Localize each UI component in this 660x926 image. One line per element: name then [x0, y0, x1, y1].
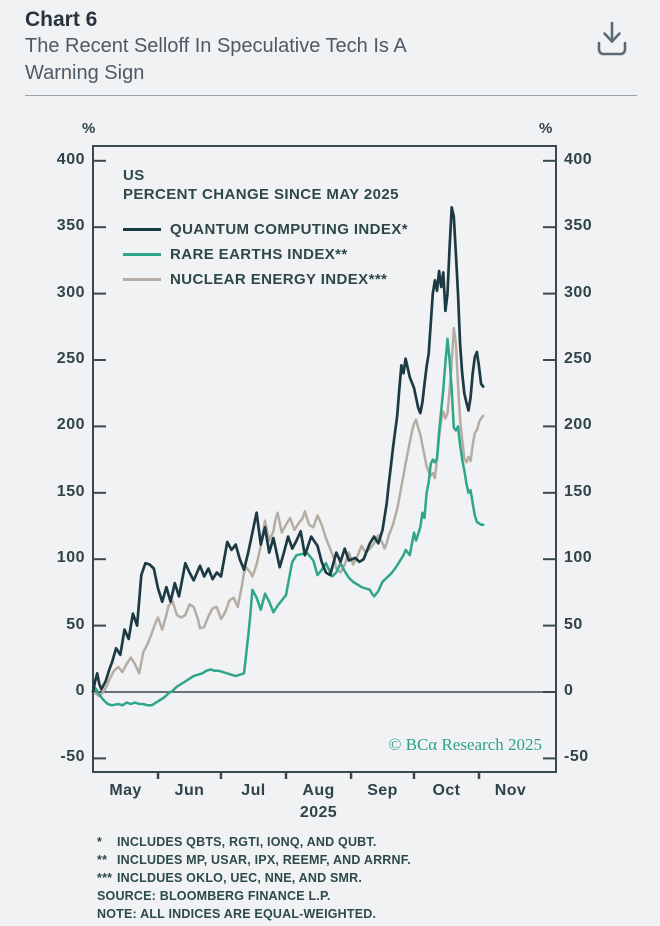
y-axis-label: 250: [564, 350, 593, 367]
y-axis-label: 100: [56, 549, 85, 567]
footnote-line: * INCLUDES QBTS, RGTI, IONQ, AND QUBT.: [97, 833, 411, 851]
footnote-line: *** INCLDUES OKLO, UEC, NNE, AND SMR.: [97, 869, 411, 887]
x-axis-label: Sep: [367, 782, 398, 799]
x-axis-year-label: 2025: [299, 804, 338, 821]
y-axis-label: 250: [56, 350, 85, 367]
x-axis-label: Jul: [241, 782, 266, 799]
chart-legend: US PERCENT CHANGE SINCE MAY 2025 QUANTUM…: [123, 166, 408, 292]
footnote-marker: **: [97, 853, 108, 867]
y-axis-label: 200: [564, 416, 593, 434]
series-line-rare-earths-index: [91, 337, 485, 707]
y-axis-label: 400: [56, 150, 85, 168]
x-axis-label: Oct: [432, 782, 461, 799]
y-axis-label: 200: [56, 416, 85, 434]
y-axis-label: 0: [75, 682, 85, 699]
legend-subtitle: PERCENT CHANGE SINCE MAY 2025: [123, 186, 399, 203]
y-axis-label: -50: [564, 748, 589, 766]
copyright-notice: © BCα Research 2025: [388, 735, 542, 754]
y-axis-label: 100: [564, 549, 593, 567]
footnote-text: INCLUDES MP, USAR, IPX, REEMF, AND ARRNF…: [117, 853, 411, 867]
y-axis-label: 350: [564, 217, 593, 235]
series-line-quantum-computing-index: [91, 205, 485, 694]
footnote-line: ** INCLUDES MP, USAR, IPX, REEMF, AND ARR…: [97, 851, 411, 869]
download-button[interactable]: [588, 14, 636, 62]
legend-item-label: QUANTUM COMPUTING INDEX*: [170, 221, 408, 238]
legend-region-label: US: [123, 167, 145, 184]
chart-footnotes: * INCLUDES QBTS, RGTI, IONQ, AND QUBT. ** I…: [97, 833, 411, 923]
footnote-marker: ***: [97, 871, 113, 885]
legend-item-label: RARE EARTHS INDEX**: [170, 246, 348, 263]
x-axis-label: Jun: [174, 782, 205, 799]
chart-number: Chart 6: [25, 8, 98, 31]
footnote-line: NOTE: ALL INDICES ARE EQUAL-WEIGHTED.: [97, 905, 411, 923]
y-axis-label: 300: [564, 283, 593, 301]
x-axis-label: May: [109, 782, 142, 799]
y-axis-label: -50: [60, 748, 85, 766]
footnote-text: SOURCE: BLOOMBERG FINANCE L.P.: [97, 889, 331, 903]
plot-border: [92, 145, 557, 773]
rare-earths-line-swatch: [123, 253, 161, 256]
nuclear-energy-line-swatch: [123, 278, 161, 281]
y-axis-label: 150: [564, 482, 593, 500]
y-axis-label: 350: [56, 217, 85, 235]
y-axis-label: 0: [564, 682, 574, 699]
footnote-marker: *: [97, 835, 103, 849]
footnote-text: INCLUDES QBTS, RGTI, IONQ, AND QUBT.: [117, 835, 377, 849]
y-axis-label: 300: [56, 283, 85, 301]
legend-item-label: NUCLEAR ENERGY INDEX***: [170, 271, 388, 288]
x-axis-label: Nov: [494, 782, 527, 799]
page-title: The Recent Selloff In Speculative Tech I…: [25, 35, 406, 84]
y-axis-label: 400: [564, 150, 593, 168]
legend-item-rare-earths: RARE EARTHS INDEX**: [123, 242, 408, 267]
footnote-text: NOTE: ALL INDICES ARE EQUAL-WEIGHTED.: [97, 907, 377, 921]
legend-item-quantum-computing: QUANTUM COMPUTING INDEX*: [123, 217, 408, 242]
y-axis-label: 50: [564, 615, 583, 633]
footnote-text: INCLDUES OKLO, UEC, NNE, AND SMR.: [117, 871, 363, 885]
x-axis-label: Aug: [302, 782, 335, 799]
legend-item-nuclear-energy: NUCLEAR ENERGY INDEX***: [123, 267, 408, 292]
download-icon: [597, 21, 627, 56]
y-axis-unit-right: %: [539, 120, 553, 137]
header-divider: [25, 95, 637, 96]
y-axis-unit-left: %: [82, 120, 96, 137]
quantum-computing-line-swatch: [123, 228, 161, 231]
y-axis-label: 50: [66, 615, 85, 633]
footnote-line: SOURCE: BLOOMBERG FINANCE L.P.: [97, 887, 411, 905]
y-axis-label: 150: [56, 482, 85, 500]
